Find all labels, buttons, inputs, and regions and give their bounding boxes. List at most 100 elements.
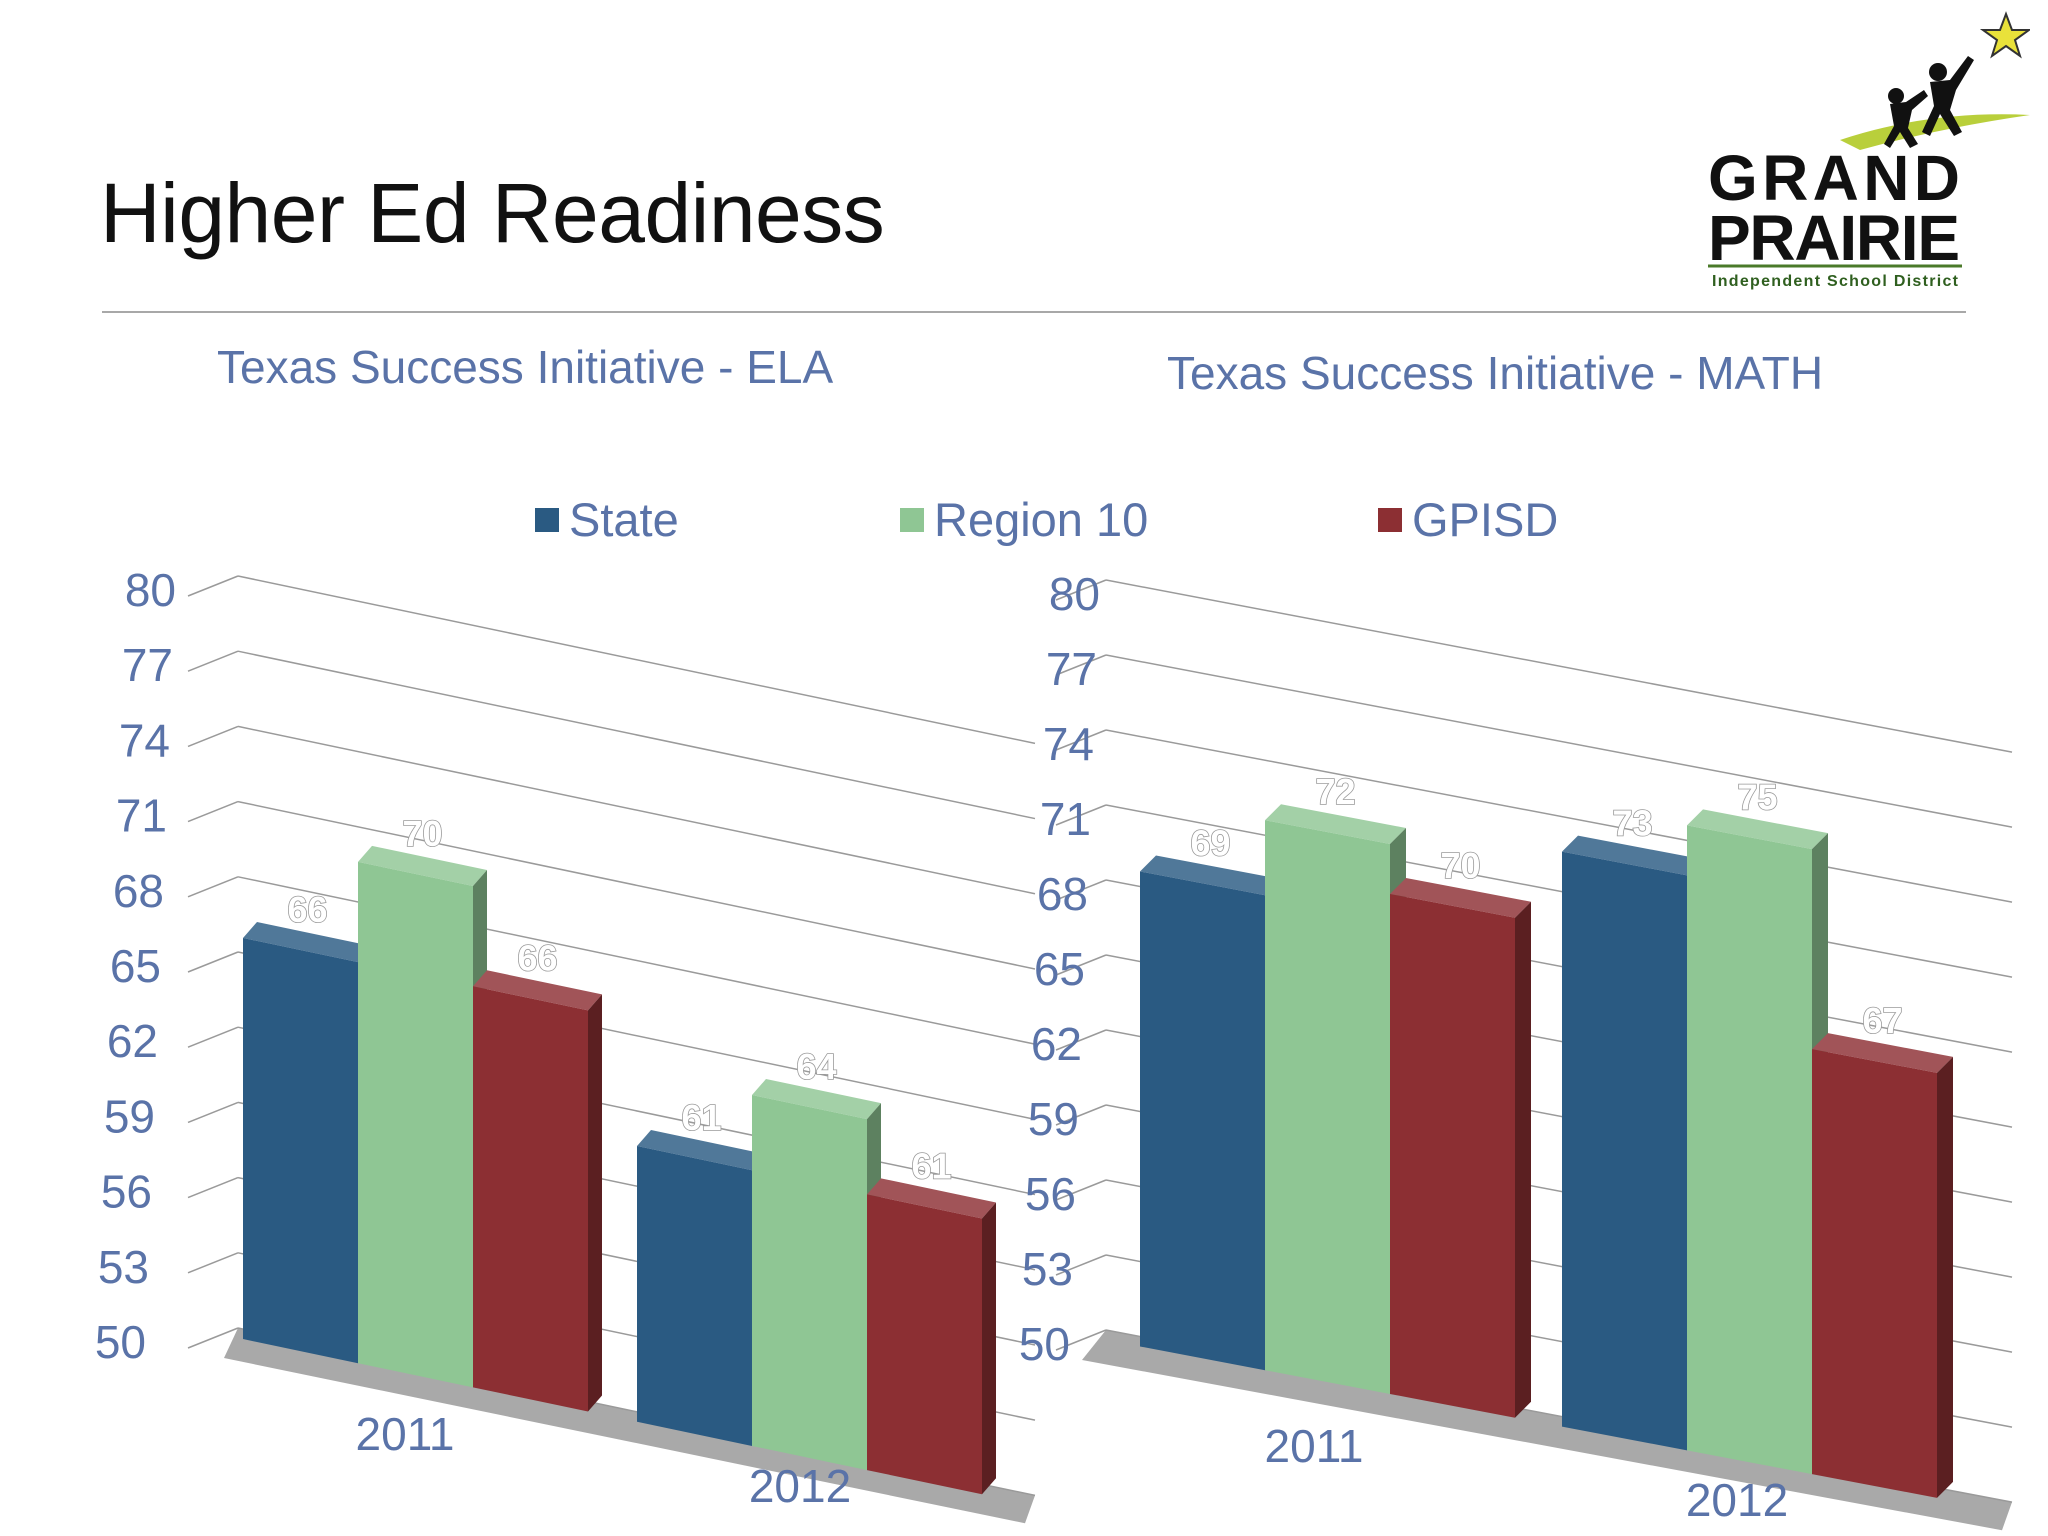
gridline-ela-77 xyxy=(237,650,1036,820)
logo-line-3: Independent School District xyxy=(1712,273,1959,290)
bar-front xyxy=(243,937,358,1364)
bar-math-state-2012 xyxy=(1562,835,1703,1451)
bar-front xyxy=(867,1194,982,1495)
star-icon xyxy=(1979,11,2030,59)
data-label-math-region-10-2011: 72 xyxy=(1315,771,1355,812)
grid-side-math-80 xyxy=(1055,579,1107,601)
grid-side-math-71 xyxy=(1055,804,1107,826)
chart-title-math: Texas Success Initiative - MATH xyxy=(1167,347,1824,399)
data-label-ela-state-2012: 61 xyxy=(681,1097,721,1138)
bar-math-gpisd-2012 xyxy=(1812,1033,1953,1498)
legend-item-region-10: Region 10 xyxy=(900,492,1148,547)
grid-side-math-65 xyxy=(1055,954,1107,976)
gridline-ela-80 xyxy=(237,575,1036,745)
slide-title: Higher Ed Readiness xyxy=(100,166,885,260)
grid-side-math-53 xyxy=(1055,1254,1107,1276)
y-tick-label-ela-56: 56 xyxy=(101,1166,152,1218)
gridline-math-71 xyxy=(1105,804,2013,978)
y-tick-label-math-74: 74 xyxy=(1043,718,1094,770)
logo-line-1: GRAND xyxy=(1708,142,1960,214)
chart-legend: State Region 10 GPISD xyxy=(0,492,2048,552)
grid-side-math-59 xyxy=(1055,1104,1107,1126)
bar-ela-gpisd-2011 xyxy=(473,970,602,1412)
bar-top xyxy=(358,845,487,887)
gridline-math-74 xyxy=(1105,729,2013,903)
x-category-label-math-2011: 2011 xyxy=(1265,1420,1364,1472)
data-label-math-state-2012: 73 xyxy=(1612,803,1652,844)
y-tick-label-math-80: 80 xyxy=(1049,568,1100,620)
district-logo: GRAND PRAIRIE Independent School Distric… xyxy=(1708,11,2030,290)
bar-ela-gpisd-2012 xyxy=(867,1178,996,1495)
data-label-ela-gpisd-2012: 61 xyxy=(911,1145,951,1186)
bar-front xyxy=(1390,893,1515,1418)
grid-side-ela-77 xyxy=(187,650,239,672)
y-tick-label-ela-80: 80 xyxy=(125,564,176,616)
bar-top xyxy=(1562,835,1703,876)
data-label-ela-gpisd-2011: 66 xyxy=(517,937,557,978)
y-tick-label-ela-62: 62 xyxy=(107,1015,158,1067)
bar-front xyxy=(1140,871,1265,1371)
bar-top xyxy=(473,970,602,1011)
bar-math-gpisd-2011 xyxy=(1390,877,1531,1418)
grid-side-ela-59 xyxy=(187,1101,239,1124)
bar-top xyxy=(637,1130,766,1171)
bar-front xyxy=(1562,851,1687,1451)
y-tick-label-math-62: 62 xyxy=(1031,1018,1082,1070)
bar-top xyxy=(1140,855,1281,896)
bar-ela-region-10-2012 xyxy=(752,1079,881,1471)
grid-side-ela-68 xyxy=(187,876,239,898)
chart-ela: 50 53 56 59 62 65 68 71 74 77 80 66 61 70 64 66 61 2011 20… xyxy=(95,564,1036,1524)
grid-side-ela-53 xyxy=(187,1252,239,1274)
bar-side xyxy=(982,1202,996,1495)
title-divider xyxy=(102,311,1966,313)
y-tick-label-math-65: 65 xyxy=(1034,943,1085,995)
bar-front xyxy=(473,986,588,1412)
y-tick-label-math-53: 53 xyxy=(1022,1243,1073,1295)
data-label-math-gpisd-2012: 67 xyxy=(1862,1000,1902,1041)
y-tick-label-ela-68: 68 xyxy=(113,865,164,917)
y-tick-label-ela-59: 59 xyxy=(104,1090,155,1142)
grid-side-math-62 xyxy=(1055,1029,1107,1051)
legend-swatch-state xyxy=(535,507,559,532)
grid-side-ela-50 xyxy=(187,1327,239,1349)
y-tick-label-math-77: 77 xyxy=(1046,643,1097,695)
bar-side xyxy=(1515,901,1531,1418)
bar-math-state-2011 xyxy=(1140,855,1281,1371)
grid-side-ela-56 xyxy=(187,1176,239,1199)
x-category-label-math-2012: 2012 xyxy=(1686,1474,1788,1526)
y-tick-label-ela-50: 50 xyxy=(95,1316,146,1368)
data-label-math-state-2011: 69 xyxy=(1190,822,1230,863)
data-label-ela-state-2011: 66 xyxy=(287,889,327,930)
legend-item-state: State xyxy=(535,492,679,547)
chart-math: 50 53 56 59 62 65 68 71 74 77 80 69 73 72 75 70 67 2011 20… xyxy=(1019,568,2013,1531)
gridline-math-77 xyxy=(1105,654,2013,828)
grid-side-math-50 xyxy=(1055,1329,1107,1351)
bar-front xyxy=(358,861,473,1388)
logo-line-2: PRAIRIE xyxy=(1708,202,1960,274)
bar-math-region-10-2012 xyxy=(1687,809,1828,1475)
data-label-math-region-10-2012: 75 xyxy=(1737,776,1777,817)
y-tick-label-ela-71: 71 xyxy=(116,790,167,842)
gridline-ela-74 xyxy=(237,725,1036,895)
y-tick-label-math-56: 56 xyxy=(1025,1168,1076,1220)
y-tick-label-math-50: 50 xyxy=(1019,1318,1070,1370)
grid-side-math-77 xyxy=(1055,654,1107,676)
y-tick-label-math-59: 59 xyxy=(1028,1093,1079,1145)
legend-label-state: State xyxy=(569,493,679,546)
bar-side xyxy=(588,994,602,1412)
legend-swatch-gpisd xyxy=(1378,507,1402,532)
bar-front xyxy=(637,1146,752,1446)
bar-front xyxy=(1687,825,1812,1475)
grid-side-ela-62 xyxy=(187,1026,239,1048)
data-label-ela-region-10-2011: 70 xyxy=(402,813,442,854)
bar-ela-region-10-2011 xyxy=(358,845,487,1388)
bar-math-region-10-2011 xyxy=(1265,804,1406,1394)
grid-side-ela-65 xyxy=(187,951,239,973)
legend-label-region-10: Region 10 xyxy=(934,493,1149,546)
bar-ela-state-2011 xyxy=(243,921,372,1364)
legend-item-gpisd: GPISD xyxy=(1378,492,1558,547)
bar-top xyxy=(1265,804,1406,844)
bar-top xyxy=(752,1079,881,1120)
bar-side xyxy=(1937,1056,1953,1498)
